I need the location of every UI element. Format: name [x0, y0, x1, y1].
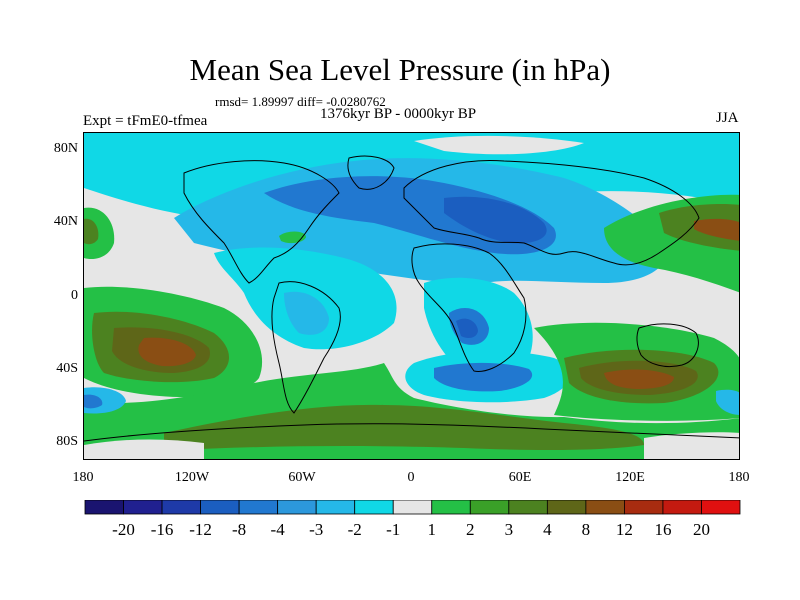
colorbar-tick-label: 4: [543, 520, 552, 539]
colorbar-swatch: [315, 500, 356, 515]
lon-label-180-left: 180: [72, 470, 94, 485]
antarctic-south-edge-east: [644, 432, 739, 459]
colorbar-tick-label: -16: [150, 520, 174, 539]
colorbar-tick-label: -20: [112, 520, 135, 539]
colorbar-swatch: [200, 500, 240, 515]
colorbar-tick-label: 12: [615, 520, 633, 539]
colorbar-swatch: [546, 500, 587, 515]
experiment-label: Expt = tFmE0-tfmea: [83, 113, 208, 129]
period-text: 1376kyr BP - 0000kyr BP: [320, 106, 477, 122]
colorbar-tick-label: 1: [427, 520, 437, 539]
south-america-coast: [271, 281, 341, 414]
colorbar-swatch: [277, 500, 317, 515]
africa-coast: [411, 243, 527, 372]
colorbar-tick-label: 16: [654, 520, 672, 539]
colorbar-tick-label: 2: [466, 520, 475, 539]
season-label: JJA: [716, 110, 739, 126]
dateline-positive-left-core: [84, 218, 99, 245]
colorbar-swatch: [662, 500, 702, 515]
colorbar-tick-label: -12: [189, 520, 212, 539]
lat-label-80n: 80N: [53, 141, 78, 156]
south-america-negative: [284, 291, 329, 335]
north-america-coast: [183, 160, 340, 284]
colorbar-swatch: [392, 500, 433, 515]
coastlines: [84, 155, 739, 442]
colorbar-tick-label: -4: [270, 520, 285, 539]
antarctica-coast: [84, 423, 739, 442]
colorbar-swatch: [84, 500, 124, 515]
southern-ocean-negative-core: [434, 362, 533, 392]
colorbar-tick-label: 8: [581, 520, 591, 539]
south-pacific-positive-max: [138, 337, 196, 367]
colorbar-swatch: [123, 500, 163, 515]
lon-label-60w: 60W: [288, 470, 316, 485]
colorbar-tick-label: -8: [232, 520, 247, 539]
colorbar-swatch: [469, 500, 510, 515]
lon-label-120w: 120W: [174, 470, 210, 485]
indian-ocean-positive-max: [604, 369, 674, 389]
eurasia-coast: [403, 160, 700, 266]
colorbar-tick-label: -3: [309, 520, 324, 539]
colorbar-swatch: [701, 500, 741, 515]
lon-label-120e: 120E: [615, 470, 645, 485]
pressure-field: [84, 133, 739, 459]
colorbar-tick-label: 20: [692, 520, 710, 539]
arctic-white-patch: [414, 135, 584, 155]
colorbar-swatch: [161, 500, 201, 515]
africa-negative-deep: [456, 318, 478, 339]
lat-label-0: 0: [71, 288, 78, 303]
west-pacific-positive-deep: [694, 218, 739, 241]
lat-label-80s: 80S: [56, 434, 78, 449]
colorbar-tick-label: -1: [386, 520, 401, 539]
eurasia-negative-deep: [444, 196, 547, 244]
colorbar-tick-label: -2: [347, 520, 362, 539]
colorbar-swatch: [431, 500, 471, 515]
stats-text: rmsd= 1.89997 diff= -0.0280762: [215, 94, 386, 109]
australia-coast: [636, 323, 699, 368]
lon-label-180-right: 180: [728, 470, 750, 485]
colorbar: [84, 500, 741, 515]
greenland-coast: [347, 155, 395, 190]
south-pacific-small-negative-core: [84, 394, 103, 409]
colorbar-tick-label: 3: [504, 520, 514, 539]
east-edge-small-negative: [716, 389, 739, 415]
colorbar-swatch: [238, 500, 279, 515]
map-panel: [83, 132, 740, 460]
lon-label-60e: 60E: [508, 470, 532, 485]
lon-label-0: 0: [407, 470, 415, 485]
colorbar-swatch: [585, 500, 625, 515]
colorbar-swatch: [624, 500, 664, 515]
antarctic-positive-core: [164, 404, 644, 451]
map-title: Mean Sea Level Pressure (in hPa): [189, 52, 611, 87]
lat-label-40s: 40S: [56, 361, 78, 376]
antarctic-south-edge: [84, 439, 204, 459]
colorbar-swatch: [508, 500, 548, 515]
lat-label-40n: 40N: [53, 214, 78, 229]
colorbar-swatch: [354, 500, 394, 515]
